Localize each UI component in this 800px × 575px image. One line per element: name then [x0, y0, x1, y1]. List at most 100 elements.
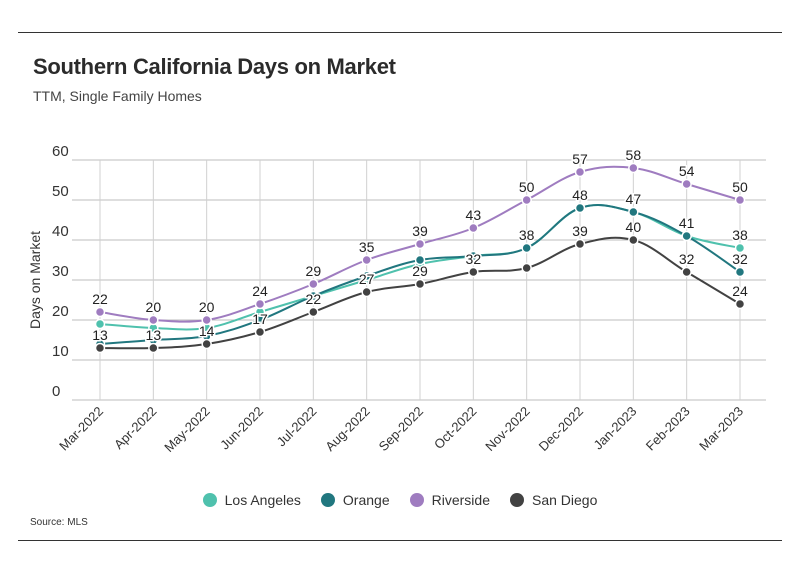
bottom-rule: [18, 540, 782, 541]
point-riverside-dec-2022: [574, 166, 586, 178]
x-tick-label-jul-2022: Jul-2022: [274, 404, 320, 450]
data-label-los-angeles-mar-2023: 38: [732, 227, 748, 243]
data-label-riverside-mar-2023: 50: [732, 179, 748, 195]
data-label-riverside-mar-2022: 22: [92, 291, 108, 307]
data-label-san-diego-dec-2022: 39: [572, 223, 588, 239]
y-axis-title: Days on Market: [27, 231, 43, 329]
point-san-diego-jan-2023: [628, 234, 639, 246]
data-label-riverside-may-2022: 20: [199, 299, 215, 315]
y-tick-label-20: 20: [52, 303, 69, 320]
point-riverside-feb-2023: [681, 178, 692, 190]
point-san-diego-feb-2023: [681, 266, 692, 278]
x-tick-label-jan-2023: Jan-2023: [591, 404, 640, 453]
point-san-diego-apr-2022: [148, 342, 159, 354]
y-tick-label-60: 60: [52, 143, 69, 160]
data-label-riverside-nov-2022: 50: [519, 179, 535, 195]
legend-label-riverside: Riverside: [431, 492, 490, 508]
data-label-san-diego-sep-2022: 29: [412, 263, 428, 279]
point-san-diego-mar-2023: [734, 298, 746, 310]
point-san-diego-may-2022: [201, 338, 212, 350]
y-tick-label-30: 30: [52, 263, 69, 280]
data-label-san-diego-feb-2023: 32: [679, 251, 695, 267]
point-orange-jul-2022: [308, 290, 319, 302]
legend-label-san-diego: San Diego: [531, 492, 598, 508]
point-riverside-apr-2022: [148, 314, 159, 326]
point-riverside-mar-2023: [734, 194, 746, 206]
x-tick-label-dec-2022: Dec-2022: [536, 404, 586, 454]
data-label-orange-feb-2023: 41: [679, 215, 695, 231]
source-note: Source: MLS: [30, 517, 88, 528]
point-san-diego-jul-2022: [308, 306, 319, 318]
x-tick-label-aug-2022: Aug-2022: [322, 404, 372, 454]
data-label-riverside-apr-2022: 20: [146, 299, 162, 315]
point-orange-jan-2023: [628, 206, 639, 218]
x-tick-label-mar-2023: Mar-2023: [696, 404, 746, 454]
point-riverside-jun-2022: [254, 298, 266, 310]
data-label-san-diego-oct-2022: 32: [466, 251, 482, 267]
y-tick-label-50: 50: [52, 183, 69, 200]
data-label-san-diego-mar-2022: 13: [92, 327, 108, 343]
point-los-angeles-mar-2022: [94, 318, 106, 330]
data-label-riverside-jun-2022: 24: [252, 283, 268, 299]
y-tick-label-40: 40: [52, 223, 69, 240]
data-label-san-diego-jan-2023: 40: [626, 219, 642, 235]
legend-item-orange[interactable]: Orange: [320, 492, 390, 508]
top-rule: [18, 32, 782, 33]
x-tick-label-nov-2022: Nov-2022: [482, 404, 532, 454]
legend-swatch-riverside: [409, 493, 424, 507]
point-orange-sep-2022: [414, 254, 426, 266]
point-riverside-jul-2022: [308, 278, 319, 290]
data-label-orange-nov-2022: 38: [519, 227, 535, 243]
legend-swatch-san-diego: [509, 493, 524, 507]
data-label-san-diego-mar-2023: 24: [732, 283, 748, 299]
point-los-angeles-mar-2023: [734, 242, 746, 254]
data-label-riverside-dec-2022: 57: [572, 151, 588, 167]
legend-swatch-los-angeles: [202, 493, 217, 507]
data-label-orange-jan-2023: 47: [626, 191, 642, 207]
point-riverside-mar-2022: [94, 306, 106, 318]
point-riverside-nov-2022: [521, 194, 532, 206]
legend-item-los-angeles[interactable]: Los Angeles: [202, 492, 301, 508]
point-orange-dec-2022: [574, 202, 586, 214]
data-label-san-diego-aug-2022: 27: [359, 271, 375, 287]
point-san-diego-sep-2022: [414, 278, 426, 290]
x-tick-label-sep-2022: Sep-2022: [376, 404, 426, 454]
data-label-riverside-jan-2023: 58: [626, 147, 642, 163]
data-label-san-diego-may-2022: 14: [199, 323, 215, 339]
point-san-diego-mar-2022: [94, 342, 106, 354]
y-tick-label-10: 10: [52, 343, 69, 360]
point-orange-jun-2022: [254, 314, 266, 326]
data-label-san-diego-apr-2022: 13: [146, 327, 162, 343]
point-san-diego-dec-2022: [574, 238, 586, 250]
data-label-san-diego-jul-2022: 22: [306, 291, 322, 307]
point-riverside-may-2022: [201, 314, 212, 326]
point-orange-feb-2023: [681, 230, 692, 242]
x-tick-label-mar-2022: Mar-2022: [56, 404, 106, 454]
legend-item-riverside[interactable]: Riverside: [409, 492, 490, 508]
point-san-diego-aug-2022: [361, 286, 372, 298]
point-riverside-sep-2022: [414, 238, 426, 250]
point-orange-oct-2022: [468, 250, 479, 262]
point-orange-nov-2022: [521, 242, 532, 254]
point-riverside-aug-2022: [361, 254, 372, 266]
legend-swatch-orange: [320, 493, 335, 507]
data-label-riverside-oct-2022: 43: [466, 207, 482, 223]
y-tick-label-0: 0: [52, 383, 60, 400]
data-label-orange-dec-2022: 48: [572, 187, 588, 203]
legend-label-orange: Orange: [342, 492, 390, 508]
data-label-riverside-aug-2022: 35: [359, 239, 375, 255]
legend-item-san-diego[interactable]: San Diego: [509, 492, 598, 508]
data-label-riverside-feb-2023: 54: [679, 163, 695, 179]
chart-subtitle: TTM, Single Family Homes: [33, 88, 202, 104]
point-san-diego-oct-2022: [468, 266, 479, 278]
data-label-riverside-jul-2022: 29: [306, 263, 322, 279]
data-label-orange-mar-2023: 32: [732, 251, 748, 267]
x-tick-label-jun-2022: Jun-2022: [217, 404, 266, 453]
point-riverside-jan-2023: [628, 162, 639, 174]
chart-title: Southern California Days on Market: [33, 54, 396, 79]
chart-legend: Los Angeles Orange Riverside San Diego: [0, 492, 800, 508]
point-riverside-oct-2022: [468, 222, 479, 234]
legend-label-los-angeles: Los Angeles: [224, 492, 301, 508]
point-orange-mar-2023: [734, 266, 746, 278]
